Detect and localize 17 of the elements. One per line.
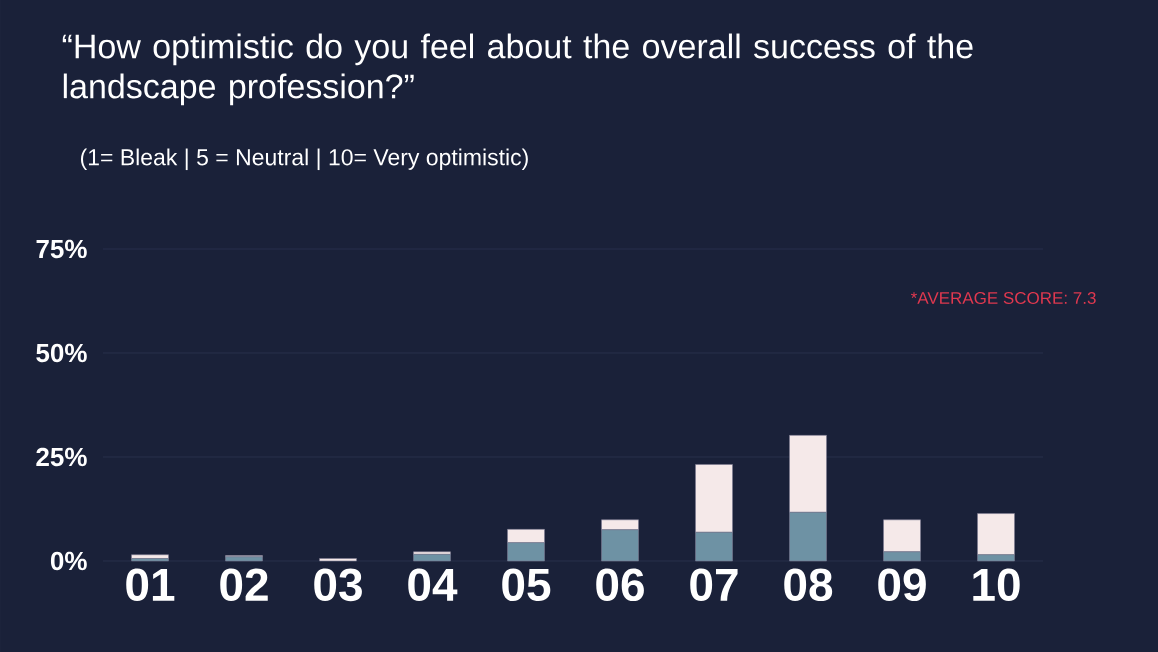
x-tick-label: 02 xyxy=(220,568,268,602)
x-tick-label: 10 xyxy=(973,568,1020,602)
annotation: *AVERAGE SCORE: 7.3 xyxy=(910,291,1096,305)
x-tick-label: 04 xyxy=(408,568,458,602)
chart-title: “How optimistic do you feel about the overall success of the landscape profession?” xyxy=(62,33,973,106)
y-tick-label: 50% xyxy=(36,343,87,363)
x-tick-label: 03 xyxy=(314,568,362,602)
x-tick-label: 09 xyxy=(878,568,926,602)
x-tick-label: 06 xyxy=(596,568,644,602)
x-tick-label: 08 xyxy=(784,568,833,602)
x-tick-label: 01 xyxy=(126,568,175,602)
y-tick-label: 0% xyxy=(50,551,87,571)
y-tick-label: 25% xyxy=(36,447,87,467)
x-tick-label: 05 xyxy=(502,568,551,602)
y-tick-label: 75% xyxy=(36,239,87,259)
x-tick-label: 07 xyxy=(690,568,738,602)
chart-subtitle: (1= Bleak | 5 = Neutral | 10= Very optimistic) xyxy=(80,148,528,171)
